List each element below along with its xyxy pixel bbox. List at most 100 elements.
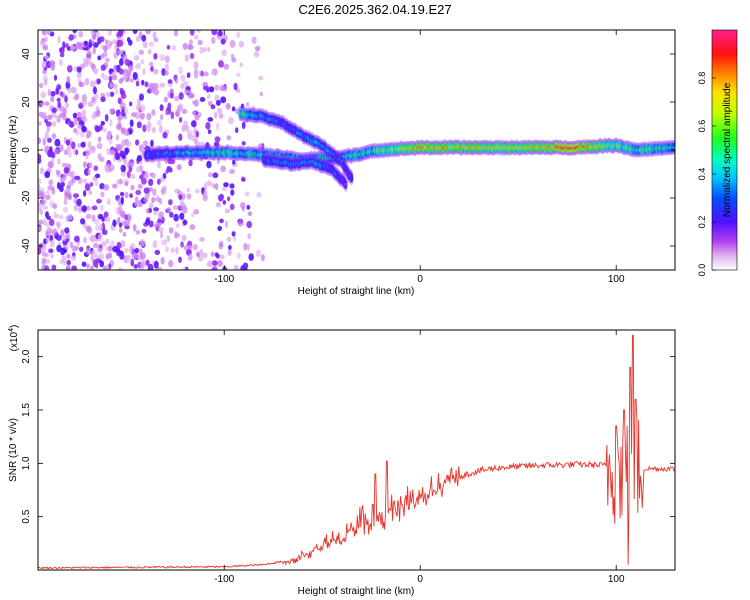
spectrogram-noise-cell — [85, 132, 90, 139]
spectrogram-noise-cell — [119, 58, 124, 66]
spectrogram-noise-cell — [62, 206, 69, 213]
spectrogram-noise-cell — [79, 246, 84, 252]
spectrogram-noise-cell — [50, 96, 55, 103]
spectrogram-noise-cell — [44, 194, 51, 200]
y-tick-label: 2.0 — [21, 349, 32, 363]
spectrogram-noise-cell — [151, 109, 156, 116]
spectrogram-noise-cell — [172, 205, 179, 210]
y-tick-label: 0.5 — [21, 509, 32, 523]
spectrogram-noise-cell — [217, 259, 223, 267]
spectrogram-noise-cell — [219, 218, 224, 224]
spectrogram-noise-cell — [135, 166, 141, 173]
spectrogram-noise-cell — [230, 189, 235, 196]
spectrogram-noise-cell — [132, 72, 138, 80]
spectrogram-noise-cell — [41, 251, 48, 257]
spectrogram-noise-cell — [51, 187, 56, 195]
spectrogram-noise-cell — [139, 252, 146, 260]
spectrogram-noise-cell — [125, 141, 132, 148]
spectrogram-noise-cell — [112, 245, 119, 253]
spectrogram-noise-cell — [64, 102, 70, 109]
spectrogram-noise-cell — [70, 44, 74, 52]
spectrogram-noise-cell — [83, 40, 89, 46]
spectrogram-noise-cell — [76, 66, 82, 73]
spectrogram-noise-cell — [108, 245, 113, 252]
spectrogram-noise-cell — [68, 150, 72, 158]
spectrogram-noise-cell — [56, 84, 62, 91]
spectrogram-noise-cell — [132, 224, 137, 232]
spectrogram-noise-cell — [131, 112, 137, 118]
spectrogram-noise-cell — [260, 254, 265, 262]
spectrogram-noise-cell — [207, 181, 213, 187]
spectrogram-noise-cell — [44, 118, 48, 124]
spectrogram-noise-cell — [135, 80, 140, 87]
spectrogram-noise-cell — [97, 136, 102, 143]
x-tick-label: -100 — [214, 574, 234, 585]
spectrogram-noise-cell — [108, 75, 113, 83]
y-tick-label: 0 — [21, 147, 32, 153]
spectrogram-noise-cell — [38, 137, 42, 144]
spectrogram-noise-cell — [100, 64, 106, 71]
spectrogram-noise-cell — [129, 245, 133, 254]
spectrogram-noise-cell — [153, 69, 159, 75]
spectrogram-noise-cell — [39, 209, 44, 216]
spectrogram-noise-cell — [66, 253, 71, 259]
spectrogram-noise-cell — [38, 177, 42, 185]
spectrogram-noise-cell — [85, 247, 91, 256]
spectrogram-noise-cell — [124, 147, 129, 156]
spectrogram-noise-cell — [45, 189, 51, 195]
spectrogram-noise-cell — [191, 212, 195, 218]
spectrogram-noise-cell — [246, 220, 253, 229]
spectrogram-noise-cell — [118, 68, 124, 75]
spectrogram-noise-cell — [38, 183, 41, 192]
spectrogram-noise-cell — [104, 39, 109, 44]
spectrogram-noise-cell — [159, 82, 165, 88]
spectrogram-noise-cell — [86, 205, 91, 211]
spectrogram-noise-cell — [128, 64, 134, 71]
spectrogram-noise-cell — [75, 130, 80, 136]
spectrogram-noise-cell — [57, 158, 61, 165]
spectrogram-noise-cell — [223, 182, 229, 188]
spectrogram-noise-cell — [140, 104, 146, 113]
spectrogram-noise-cell — [162, 185, 167, 193]
spectrogram-noise-cell — [80, 141, 86, 148]
spectrogram-noise-cell — [109, 149, 116, 156]
spectrogram-noise-cell — [87, 227, 92, 234]
spectrogram-noise-cell — [193, 209, 199, 215]
spectrogram-noise-cell — [42, 218, 47, 226]
spectrogram-noise-cell — [243, 266, 248, 270]
spectrogram-noise-cell — [50, 253, 54, 259]
spectrogram-noise-cell — [119, 253, 125, 260]
spectrogram-noise-cell — [229, 39, 236, 48]
spectrogram-noise-cell — [240, 103, 245, 109]
spectrogram-noise-cell — [87, 141, 92, 150]
spectrogram-noise-cell — [109, 119, 113, 127]
spectrogram-noise-cell — [153, 53, 158, 60]
spectrogram-noise-cell — [94, 125, 100, 133]
spectrogram-noise-cell — [138, 93, 145, 101]
spectrogram-noise-cell — [193, 61, 199, 69]
spectrogram-noise-cell — [214, 136, 221, 143]
spectrogram-noise-cell — [86, 51, 92, 59]
spectrogram-noise-cell — [247, 233, 252, 240]
spectrogram-noise-cell — [42, 137, 46, 146]
snr-y-label: SNR (10 * v/v) — [8, 418, 19, 482]
x-tick-label: 100 — [608, 274, 625, 285]
spectrogram-noise-cell — [125, 127, 129, 135]
spectrogram-noise-cell — [167, 79, 173, 84]
spectrogram-noise-cell — [96, 78, 101, 85]
spectrogram-noise-cell — [152, 240, 158, 249]
spectrogram-noise-cell — [157, 145, 162, 150]
spectrogram-noise-cell — [61, 92, 66, 99]
spectrogram-noise-cell — [105, 238, 110, 245]
spectrogram-noise-cell — [207, 94, 211, 99]
spectrogram-noise-cell — [42, 205, 49, 210]
spectrogram-noise-cell — [133, 264, 138, 269]
spectrogram-noise-cell — [139, 262, 145, 270]
spectrogram-noise-cell — [207, 47, 211, 52]
spectrogram-noise-cell — [42, 30, 48, 36]
spectrogram-noise-cell — [142, 140, 149, 146]
spectrogram-panel: -100 0 100 -40 -20 0 20 40 Height of straight … — [8, 29, 676, 297]
spectrogram-noise-cell — [224, 220, 229, 229]
spectrogram-noise-cell — [168, 259, 174, 268]
spectrogram-noise-cell — [59, 52, 65, 58]
